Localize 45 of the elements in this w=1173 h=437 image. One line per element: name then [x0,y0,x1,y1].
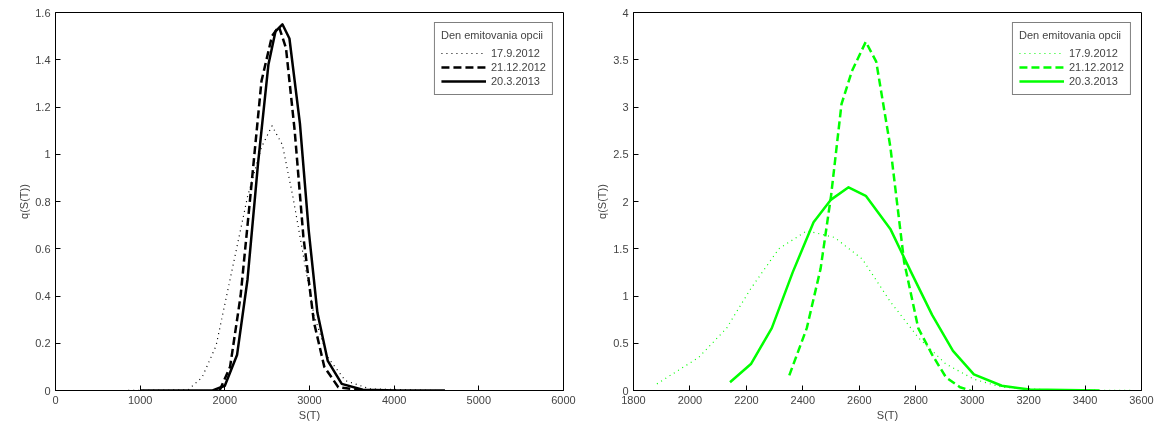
legend-label: 20.3.2013 [490,74,540,88]
y-tick-label: 1.2 [35,101,51,113]
x-tick-label: 0 [52,393,59,406]
x-tick-label: 2000 [677,393,703,406]
legend-label: 20.3.2013 [1068,74,1118,88]
x-axis-title: S(T) [876,408,899,421]
x-tick-label: 2200 [734,393,759,406]
legend-label: 21.12.2012 [1068,60,1124,74]
y-tick-label: 3.5 [613,53,629,66]
x-tick-label: 3000 [297,393,322,406]
y-tick-label: 1.4 [35,53,51,66]
x-tick-label: 2800 [903,393,928,406]
y-tick-label: 2 [622,195,629,208]
x-tick-label: 2600 [847,393,872,406]
y-tick-label: 1.5 [613,242,629,255]
legend-title: Den emitovania opcii [1018,29,1123,41]
y-tick-label: 0 [44,384,51,397]
y-tick-label: 2.5 [613,148,629,161]
legend-title: Den emitovania opcii [440,29,545,41]
y-tick-label: 4 [622,6,629,19]
legend-label: 17.9.2012 [1068,46,1118,60]
x-tick-label: 1000 [127,393,153,406]
x-tick-label: 3000 [959,393,985,406]
legend-label: 17.9.2012 [490,46,540,60]
x-tick-label: 5000 [466,393,492,406]
y-axis-title: q(S(T)) [18,184,31,219]
y-tick-label: 0.2 [35,337,51,350]
legend-label: 21.12.2012 [490,60,546,74]
y-tick-label: 1 [622,290,629,302]
x-tick-label: 2000 [212,393,238,406]
y-tick-label: 0.8 [35,195,51,208]
x-tick-label: 6000 [551,393,576,406]
x-tick-label: 2400 [790,393,816,406]
y-tick-label: 1.6 [35,6,51,19]
y-tick-label: 3 [622,101,629,113]
x-tick-label: 3200 [1016,393,1041,406]
y-tick-label: 0.4 [35,290,51,302]
x-tick-label: 3600 [1129,393,1154,406]
x-axis-title: S(T) [298,408,321,421]
y-tick-label: 1 [44,148,51,161]
y-tick-label: 0.5 [613,337,629,350]
x-tick-label: 3400 [1072,393,1098,406]
y-tick-label: 0.6 [35,242,51,255]
y-axis-title: q(S(T)) [596,184,609,219]
x-tick-label: 4000 [381,393,407,406]
